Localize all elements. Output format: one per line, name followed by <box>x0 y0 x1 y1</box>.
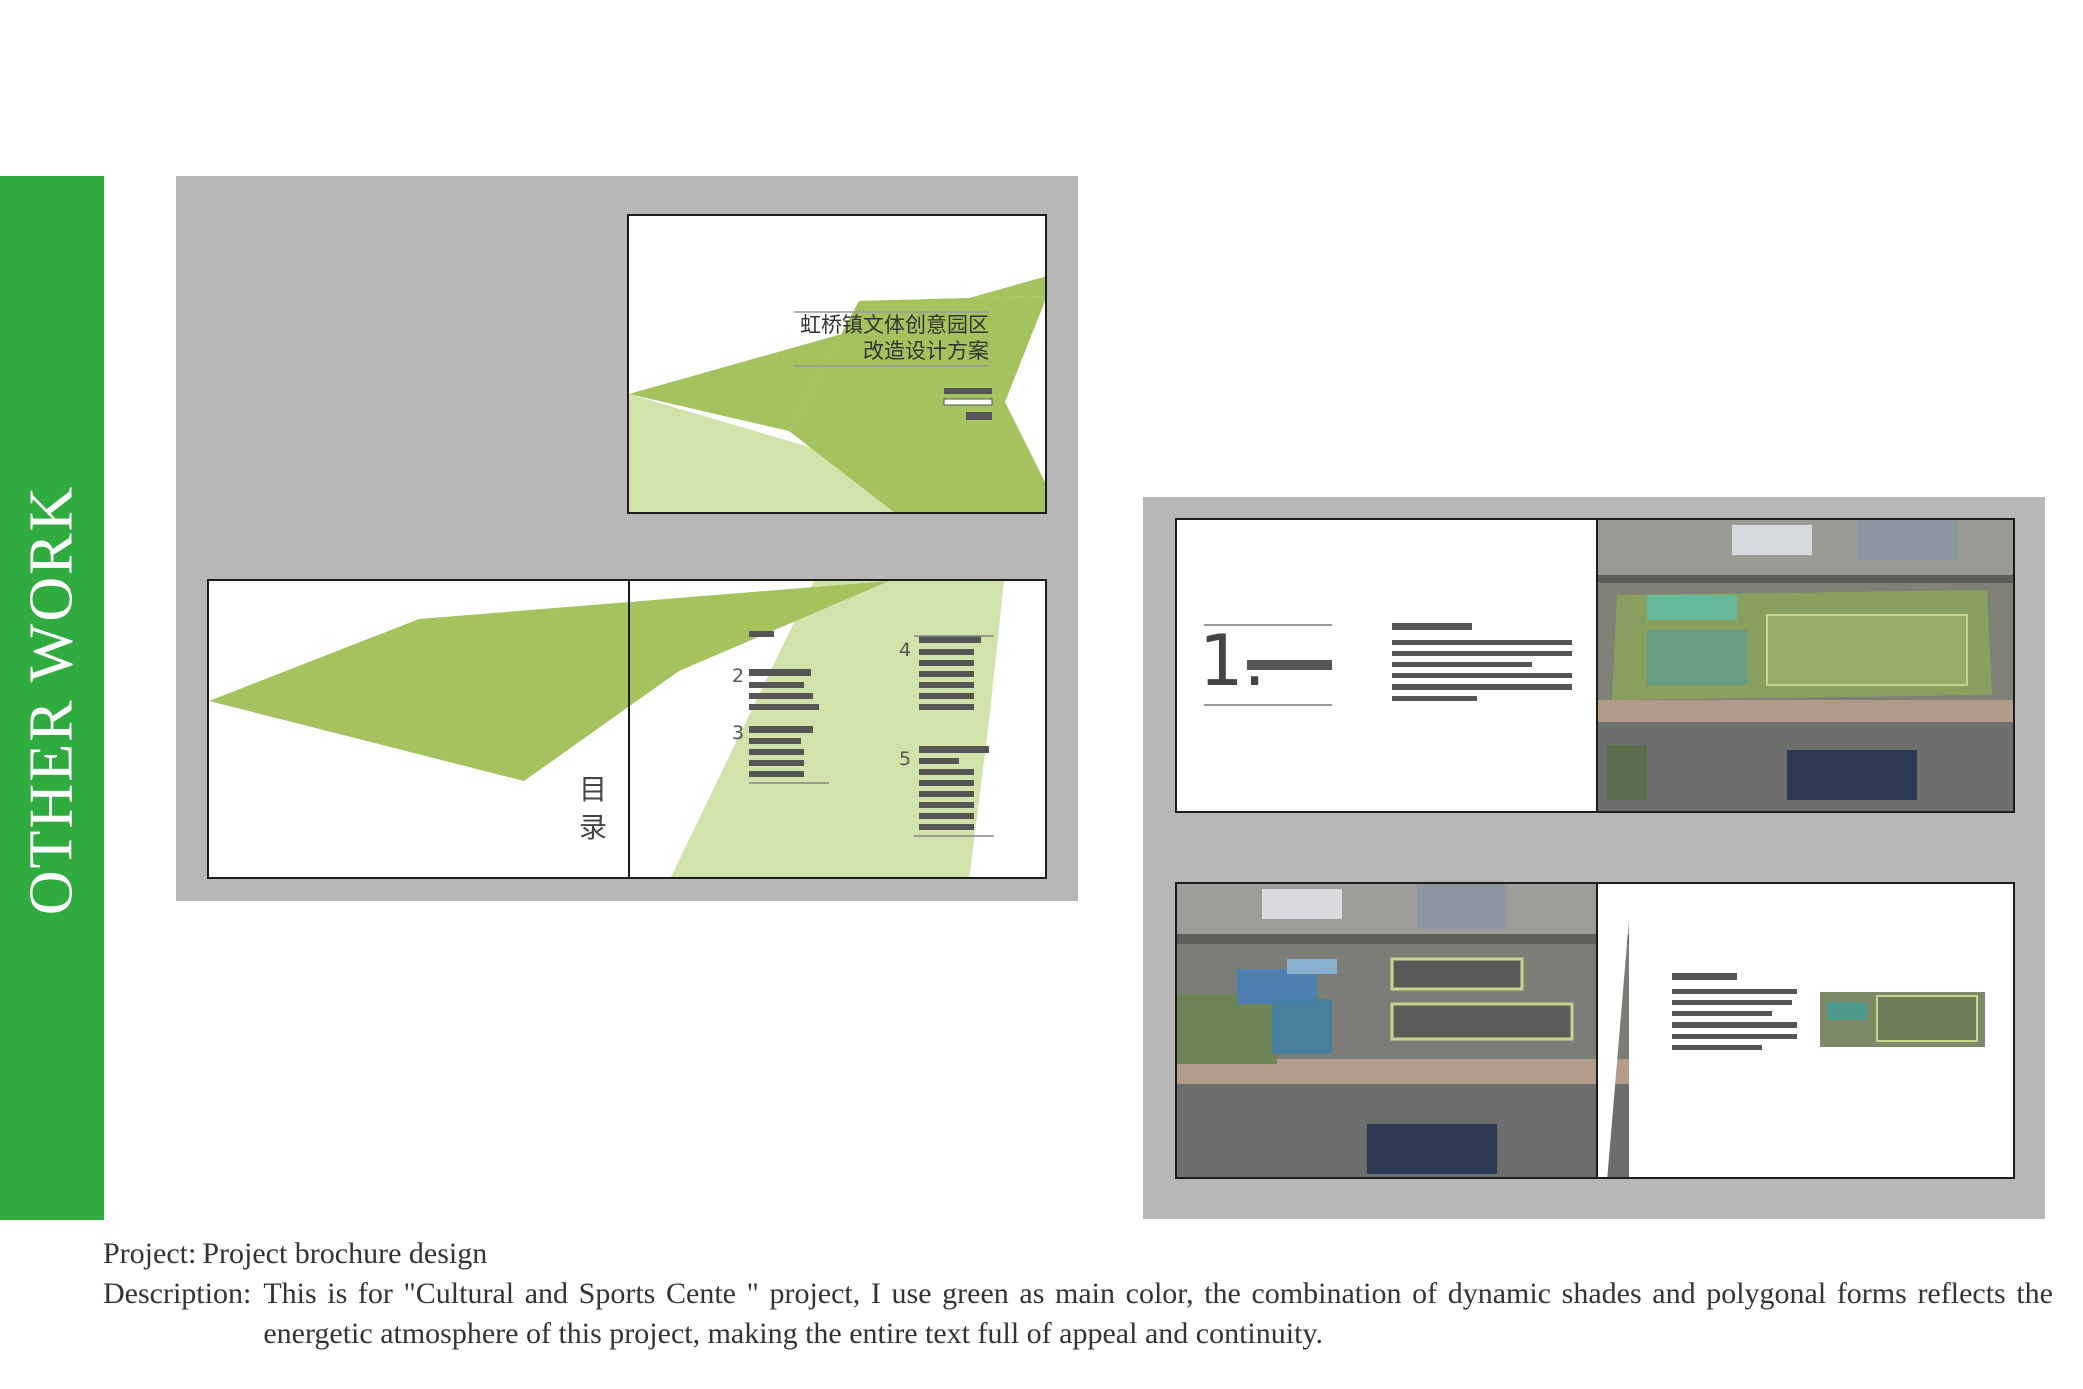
project-caption: Project: Project brochure design Descrip… <box>103 1234 2053 1354</box>
cover-title: 虹桥镇文体创意园区 改造设计方案 <box>800 312 989 364</box>
chapter-number: 1. <box>1199 620 1266 702</box>
sidebar-band <box>0 176 104 1220</box>
toc-item-3: 3 <box>732 722 745 744</box>
cover-graphic <box>629 276 1045 512</box>
toc-heading-char1: 目 <box>579 773 608 806</box>
sidebar-title: OTHER WORK <box>17 484 86 916</box>
chapter-graphic <box>1204 520 2013 811</box>
aerial-photo-1 <box>1596 520 2013 811</box>
toc-item-2: 2 <box>732 665 745 687</box>
toc-graphic <box>209 581 1004 877</box>
description-label: Description: <box>103 1277 252 1310</box>
cover-title-line1: 虹桥镇文体创意园区 <box>800 313 989 337</box>
toc-item-5: 5 <box>899 748 912 770</box>
analysis-spread <box>1175 882 2015 1179</box>
toc-item-4: 4 <box>899 639 912 661</box>
toc-spread: 2 3 4 5 目 录 <box>207 579 1047 879</box>
analysis-graphic <box>1177 884 1985 1177</box>
site-plan-thumbnail <box>1820 992 1985 1047</box>
toc-heading-char2: 录 <box>579 811 608 844</box>
description-value: This is for "Cultural and Sports Cente "… <box>263 1277 2053 1350</box>
cover-page: 虹桥镇文体创意园区 改造设计方案 <box>627 214 1047 514</box>
cover-title-line2: 改造设计方案 <box>863 339 989 363</box>
toc-heading: 目 录 <box>579 771 607 847</box>
project-value: Project brochure design <box>202 1237 488 1270</box>
chapter-spread: 1. <box>1175 518 2015 813</box>
project-label: Project: <box>103 1237 197 1270</box>
description-row: Description: This is for "Cultural and S… <box>103 1274 2053 1354</box>
aerial-photo-2 <box>1177 884 1629 1177</box>
project-row: Project: Project brochure design <box>103 1234 2053 1274</box>
